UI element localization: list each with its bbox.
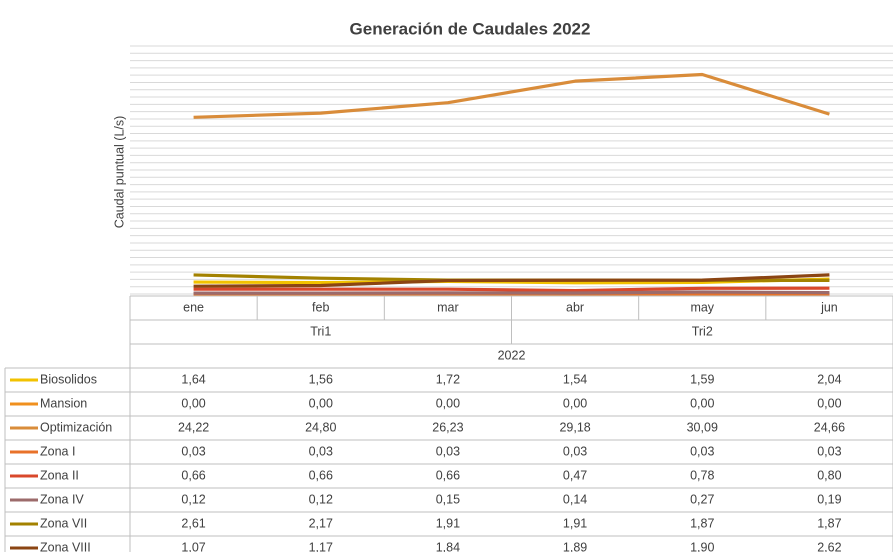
legend-label: Zona I	[40, 444, 75, 458]
table-value: 0,03	[436, 444, 460, 458]
group-label: Tri2	[692, 324, 713, 338]
table-value: 1,54	[563, 372, 587, 386]
table-value: 1,90	[690, 540, 714, 552]
legend-label: Zona VII	[40, 516, 87, 530]
category-label: abr	[566, 300, 584, 314]
table-value: 29,18	[559, 420, 590, 434]
legend-label: Optimización	[40, 420, 112, 434]
table-value: 2,04	[817, 372, 841, 386]
table-value: 0,27	[690, 492, 714, 506]
table-value: 0,03	[181, 444, 205, 458]
series-line	[193, 290, 830, 295]
table-value: 1,59	[690, 372, 714, 386]
table-value: 1,91	[436, 516, 460, 530]
legend-label: Zona IV	[40, 492, 84, 506]
chart-title: Generación de Caudales 2022	[350, 19, 591, 38]
table-value: 0,03	[309, 444, 333, 458]
table-value: 1,64	[181, 372, 205, 386]
legend-label: Biosolidos	[40, 372, 97, 386]
table-value: 1,89	[563, 540, 587, 552]
table-value: 0,66	[181, 468, 205, 482]
table-value: 1,87	[817, 516, 841, 530]
legend-label: Mansion	[40, 396, 87, 410]
table-value: 24,80	[305, 420, 336, 434]
table-value: 0,15	[436, 492, 460, 506]
table-value: 0,03	[563, 444, 587, 458]
table-value: 0,12	[309, 492, 333, 506]
table-value: 0,00	[817, 396, 841, 410]
group-label: Tri1	[310, 324, 331, 338]
table-value: 0,47	[563, 468, 587, 482]
table-value: 1,56	[309, 372, 333, 386]
table-value: 30,09	[687, 420, 718, 434]
table-value: 0,00	[309, 396, 333, 410]
table-value: 26,23	[432, 420, 463, 434]
table-value: 0,66	[436, 468, 460, 482]
series-line	[193, 286, 830, 293]
category-label: feb	[312, 300, 329, 314]
y-axis-label: Caudal puntual (L/s)	[112, 116, 126, 229]
table-value: 0,00	[563, 396, 587, 410]
series-line	[193, 273, 830, 288]
table-value: 0,00	[690, 396, 714, 410]
table-value: 0,00	[436, 396, 460, 410]
table-value: 2,62	[817, 540, 841, 552]
table-value: 0,80	[817, 468, 841, 482]
table-value: 2,61	[181, 516, 205, 530]
table-value: 1,91	[563, 516, 587, 530]
table-value: 1,84	[436, 540, 460, 552]
table-value: 2,17	[309, 516, 333, 530]
table-value: 0,19	[817, 492, 841, 506]
table-value: 1,07	[181, 540, 205, 552]
table-value: 0,03	[690, 444, 714, 458]
table-value: 1,72	[436, 372, 460, 386]
table-value: 0,14	[563, 492, 587, 506]
category-label: ene	[183, 300, 204, 314]
series-line	[193, 72, 830, 119]
category-label: may	[690, 300, 714, 314]
table-value: 1,17	[309, 540, 333, 552]
category-label: mar	[437, 300, 459, 314]
table-value: 0,00	[181, 396, 205, 410]
table-value: 1,87	[690, 516, 714, 530]
year-label: 2022	[498, 348, 526, 362]
table-value: 0,78	[690, 468, 714, 482]
legend-label: Zona II	[40, 468, 79, 482]
legend-label: Zona VIII	[40, 540, 91, 552]
table-value: 24,22	[178, 420, 209, 434]
table-value: 0,03	[817, 444, 841, 458]
table-value: 0,12	[181, 492, 205, 506]
table-value: 0,66	[309, 468, 333, 482]
table-value: 24,66	[814, 420, 845, 434]
category-label: jun	[820, 300, 838, 314]
